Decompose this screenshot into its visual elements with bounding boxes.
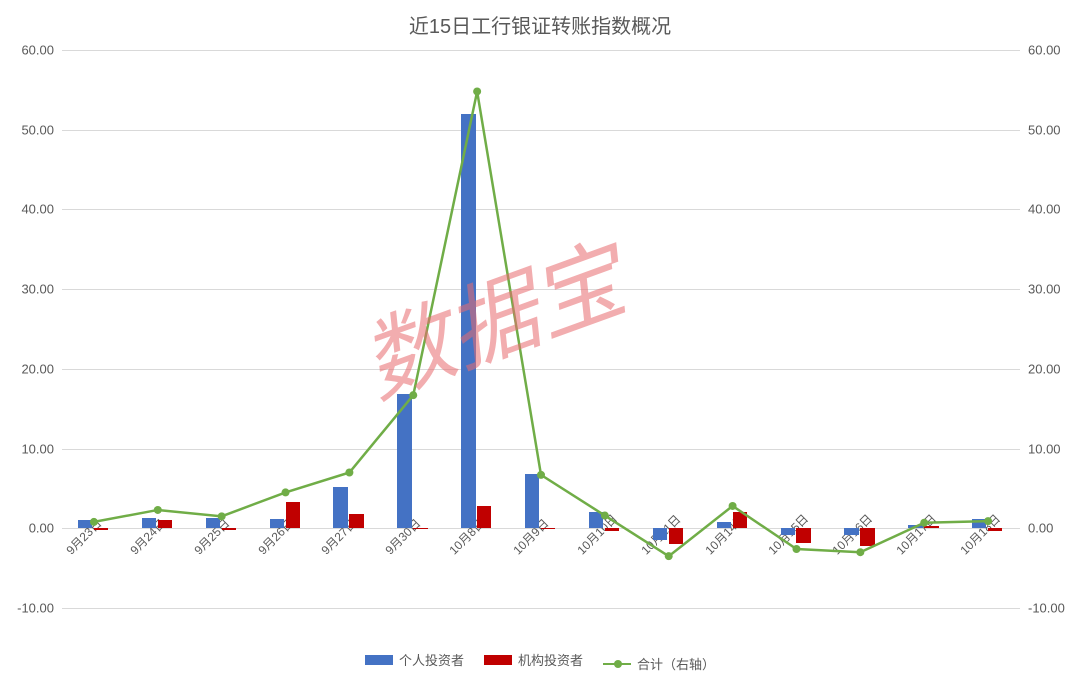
bar <box>333 487 347 528</box>
bar <box>796 528 810 542</box>
y-tick-right: 60.00 <box>1028 43 1061 58</box>
bar <box>669 528 683 544</box>
legend-item: 合计（右轴） <box>603 654 715 673</box>
bar <box>397 394 411 528</box>
gridline <box>62 608 1020 609</box>
y-tick-left: 50.00 <box>21 122 54 137</box>
y-tick-right: 0.00 <box>1028 521 1053 536</box>
y-tick-right: 30.00 <box>1028 282 1061 297</box>
legend-label: 合计（右轴） <box>637 654 715 673</box>
y-tick-right: -10.00 <box>1028 601 1065 616</box>
y-tick-right: 50.00 <box>1028 122 1061 137</box>
bar <box>908 525 922 528</box>
bar <box>860 528 874 546</box>
y-axis-left: -10.000.0010.0020.0030.0040.0050.0060.00 <box>0 50 62 608</box>
series-marker <box>473 87 481 95</box>
chart-title: 近15日工行银证转账指数概况 <box>0 10 1080 39</box>
bar <box>94 528 108 530</box>
bar <box>988 528 1002 530</box>
series-marker <box>792 545 800 553</box>
legend-label: 个人投资者 <box>399 650 464 669</box>
legend-line-icon <box>603 663 631 665</box>
series-line <box>94 91 988 556</box>
y-tick-right: 10.00 <box>1028 441 1061 456</box>
y-tick-left: 20.00 <box>21 361 54 376</box>
bar <box>733 512 747 528</box>
y-tick-left: 10.00 <box>21 441 54 456</box>
bar <box>142 518 156 528</box>
bar <box>541 528 555 529</box>
legend: 个人投资者 机构投资者 合计（右轴） <box>0 650 1080 673</box>
gridline <box>62 209 1020 210</box>
bar <box>413 528 427 529</box>
gridline <box>62 289 1020 290</box>
bar <box>270 519 284 529</box>
bar <box>924 526 938 528</box>
bar <box>477 506 491 528</box>
gridline <box>62 369 1020 370</box>
legend-item: 个人投资者 <box>365 650 464 669</box>
y-axis-right: -10.000.0010.0020.0030.0040.0050.0060.00 <box>1020 50 1080 608</box>
series-marker <box>729 502 737 510</box>
legend-swatch <box>365 655 393 665</box>
bar <box>461 114 475 529</box>
bar <box>844 528 858 534</box>
gridline <box>62 50 1020 51</box>
gridline <box>62 449 1020 450</box>
bar <box>653 528 667 540</box>
y-tick-left: 40.00 <box>21 202 54 217</box>
chart-container: 近15日工行银证转账指数概况 9月23日9月24日9月25日9月26日9月27日… <box>0 0 1080 677</box>
bar <box>349 514 363 528</box>
bar <box>525 474 539 528</box>
gridline <box>62 130 1020 131</box>
bar <box>605 528 619 531</box>
bar <box>781 528 795 534</box>
series-marker <box>282 488 290 496</box>
series-marker <box>345 468 353 476</box>
y-tick-left: 60.00 <box>21 43 54 58</box>
x-tick-label: 10月17日 <box>892 510 940 558</box>
plot-area: 9月23日9月24日9月25日9月26日9月27日9月30日10月8日10月9日… <box>62 50 1020 608</box>
legend-item: 机构投资者 <box>484 650 583 669</box>
y-tick-right: 20.00 <box>1028 361 1061 376</box>
bar <box>78 520 92 528</box>
y-tick-left: 0.00 <box>29 521 54 536</box>
y-tick-left: -10.00 <box>17 601 54 616</box>
bar <box>286 502 300 528</box>
series-marker <box>665 552 673 560</box>
bar <box>972 519 986 529</box>
series-marker <box>856 548 864 556</box>
bar <box>589 512 603 528</box>
series-marker <box>154 506 162 514</box>
legend-swatch <box>484 655 512 665</box>
bar <box>222 528 236 530</box>
bar <box>206 518 220 528</box>
bar <box>717 522 731 528</box>
bar <box>158 520 172 528</box>
legend-label: 机构投资者 <box>518 650 583 669</box>
y-tick-left: 30.00 <box>21 282 54 297</box>
x-tick-label: 10月18日 <box>956 510 1004 558</box>
y-tick-right: 40.00 <box>1028 202 1061 217</box>
